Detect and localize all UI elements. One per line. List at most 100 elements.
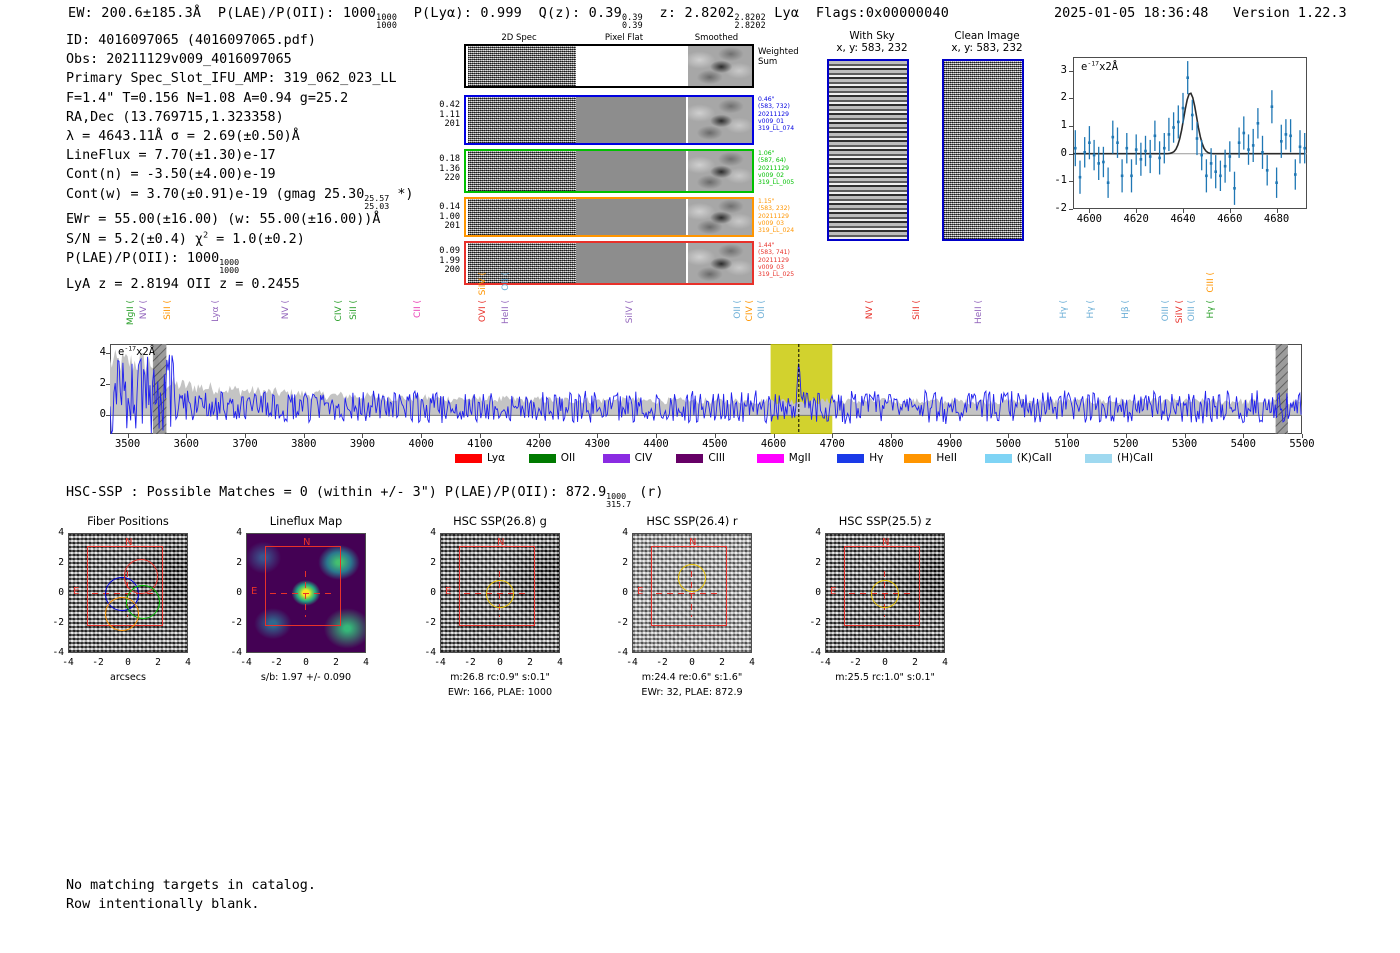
cutout-xtick: -2 xyxy=(92,657,104,668)
info-snr-pre: S/N = 5.2(±0.4) χ xyxy=(66,231,204,247)
cutout-xtick: 2 xyxy=(719,657,725,668)
cutout-xtick: -4 xyxy=(434,657,446,668)
header-z: z: 2.8202 xyxy=(659,5,735,21)
line-profile-ytick: -1 xyxy=(1054,174,1067,187)
spectrum-xtick: 4400 xyxy=(643,438,669,450)
xtick-mark xyxy=(538,434,540,438)
legend-label: MgII xyxy=(788,452,811,464)
ytick-mark xyxy=(106,353,110,355)
legend-label: OII xyxy=(560,452,576,464)
fiber-meta-line: v009_01 xyxy=(758,117,785,125)
cutout-xtick: 0 xyxy=(689,657,695,668)
spectrum-xtick: 5200 xyxy=(1113,438,1139,450)
fiber-left-stats: 0.14 1.00 201 xyxy=(424,202,460,232)
spectrum-xtick: 4900 xyxy=(937,438,963,450)
emission-line-label: NV ( xyxy=(139,300,150,320)
info-redshifts: LyA z = 2.8194 OII z = 0.2455 xyxy=(66,276,300,292)
compass-north: N xyxy=(125,537,133,548)
fiber-meta-line: 319_LL_074 xyxy=(758,125,795,133)
fiber-meta-line: (583, 232) xyxy=(758,205,790,213)
xtick-mark xyxy=(1089,209,1091,213)
cutout-ytick: -4 xyxy=(230,647,242,658)
emission-line-label: Hβ ( xyxy=(1120,300,1131,319)
xtick-mark xyxy=(1125,434,1127,438)
info-ewr: EWr = 55.00(±16.00) (w: 55.00(±16.00))Å xyxy=(66,212,381,228)
cutout-title: HSC SSP(25.5) z xyxy=(838,514,932,528)
fiber-stat: 0.09 xyxy=(439,246,460,256)
xtick-mark xyxy=(1067,434,1069,438)
header-plae-label: P(LAE)/P(OII): xyxy=(217,5,335,21)
legend-swatch xyxy=(1085,453,1112,463)
legend-swatch xyxy=(837,453,865,463)
xtick-mark xyxy=(949,434,951,438)
ytick-mark xyxy=(1069,153,1073,155)
fiber-meta-line: v009_03 xyxy=(758,219,785,227)
compass-east: E xyxy=(637,586,644,597)
info-snr-post: = 1.0(±0.2) xyxy=(208,231,305,247)
emission-line-label: CIV ( xyxy=(334,300,344,322)
line-profile-xtick: 4620 xyxy=(1123,213,1149,225)
xtick-mark xyxy=(890,434,892,438)
emission-line-label: SiII ( xyxy=(912,300,923,320)
info-chi2-exponent: 2 xyxy=(203,229,209,240)
spectrum-xtick: 3600 xyxy=(173,438,199,450)
cutout-title: Fiber Positions xyxy=(87,514,169,528)
header-plae-lo: 1000 xyxy=(376,20,398,31)
fiber-aperture-circle xyxy=(104,596,139,631)
legend-swatch xyxy=(904,453,932,463)
hscssp-header-post: (r) xyxy=(639,485,664,500)
fiber-meta-line: 319_LL_005 xyxy=(758,179,795,187)
clean-image xyxy=(942,59,1024,241)
cutout-xtick: -4 xyxy=(819,657,831,668)
xtick-mark xyxy=(1302,434,1303,438)
fiber-meta-line: 20211129 xyxy=(758,164,790,172)
fiber-stat: 1.00 xyxy=(439,211,460,222)
spectrum-ytick: 0 xyxy=(99,408,106,421)
cutout-ytick: 4 xyxy=(815,527,821,538)
compass-north: N xyxy=(303,537,311,548)
info-cont-n: Cont(n) = -3.50(±4.00)e-19 xyxy=(66,167,276,183)
legend-label: (H)CaII xyxy=(1117,452,1154,464)
spectrum-xtick: 3700 xyxy=(232,438,258,450)
line-profile-axes xyxy=(1073,57,1307,209)
hscssp-header-lo: 315.7 xyxy=(606,499,632,510)
line-profile-ytick: -2 xyxy=(1054,202,1067,214)
cutout-xtick: 2 xyxy=(527,657,533,668)
ytick-mark xyxy=(1069,98,1073,100)
fiber-left-stats: 0.18 1.36 220 xyxy=(424,154,460,184)
spectrum-ytick: 2 xyxy=(99,377,106,390)
header-flags: Flags:0x00000040 xyxy=(815,5,950,21)
line-profile-ytick: 0 xyxy=(1060,146,1067,159)
legend-item: HeII xyxy=(904,452,957,464)
thumbnail-coords: x, y: 583, 232 xyxy=(951,42,1023,55)
fiber-meta-line: (587, 64) xyxy=(758,157,787,165)
cutout-ytick: 2 xyxy=(430,557,436,568)
fiber-stat: 0.18 xyxy=(439,154,460,164)
ytick-mark xyxy=(106,384,110,386)
legend-label: Lyα xyxy=(487,452,506,464)
info-radec: RA,Dec (13.769715,1.323358) xyxy=(66,109,284,125)
hscssp-header-text: HSC-SSP : Possible Matches = 0 (within +… xyxy=(66,485,607,500)
legend-label: HeII xyxy=(936,452,957,464)
fiber-meta: 1.44" (583, 741) 20211129 v009_03 319_LL_025 xyxy=(758,242,824,278)
cutout-ytick: 0 xyxy=(236,587,242,598)
spectrum-xtick: 4500 xyxy=(702,438,728,450)
source-info-block: ID: 4016097065 (4016097065.pdf) Obs: 202… xyxy=(66,31,413,294)
cutout-ytick: -2 xyxy=(52,617,64,628)
xtick-mark xyxy=(245,434,247,438)
fiber-left-stats: 0.09 1.99 200 xyxy=(424,246,460,276)
header-plya: P(Lyα): 0.999 xyxy=(413,5,522,21)
weighted-sum-strip xyxy=(464,44,754,88)
spec2d-col-header-2dspec: 2D Spec xyxy=(501,33,537,43)
cutout-xtick: -4 xyxy=(240,657,252,668)
cutout-caption-secondary: EWr: 32, PLAE: 872.9 xyxy=(641,687,743,698)
info-primary-spec: Primary Spec_Slot_IFU_AMP: 319_062_023_L… xyxy=(66,71,397,87)
fiber-meta: 1.06" (587, 64) 20211129 v009_02 319_LL_005 xyxy=(758,150,824,186)
fiber-meta-line: (583, 741) xyxy=(758,249,790,257)
legend-item: MgII xyxy=(756,452,811,464)
xtick-mark xyxy=(303,434,305,438)
fiber-meta-line: v009_02 xyxy=(758,171,785,179)
spectrum-xtick: 5100 xyxy=(1054,438,1080,450)
cutout-caption-primary: m:24.4 re:0.6" s:1.6" xyxy=(641,672,743,683)
crosshair-vertical xyxy=(691,571,692,617)
